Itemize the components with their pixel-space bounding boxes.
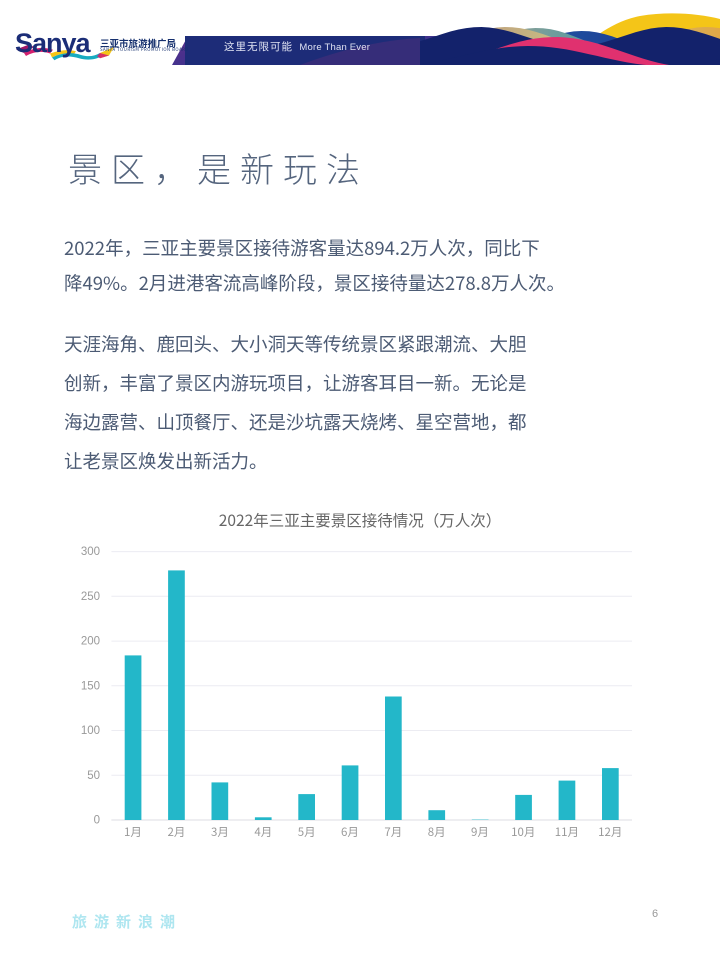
svg-text:6月: 6月 [341,824,359,840]
svg-text:9月: 9月 [471,824,489,840]
svg-text:10月: 10月 [511,824,535,840]
svg-text:11月: 11月 [555,824,579,840]
svg-text:8月: 8月 [428,824,446,840]
svg-text:50: 50 [87,770,100,782]
svg-text:150: 150 [81,680,100,692]
svg-text:5月: 5月 [298,824,316,840]
svg-text:0: 0 [94,815,100,827]
svg-text:1月: 1月 [124,824,142,840]
svg-text:200: 200 [81,636,100,648]
svg-text:100: 100 [81,725,100,737]
svg-text:7月: 7月 [384,824,402,840]
svg-text:250: 250 [81,591,100,603]
svg-text:4月: 4月 [254,824,272,840]
svg-text:3月: 3月 [211,824,229,840]
svg-text:2月: 2月 [168,824,186,840]
svg-text:12月: 12月 [598,824,622,840]
svg-text:300: 300 [81,546,100,558]
